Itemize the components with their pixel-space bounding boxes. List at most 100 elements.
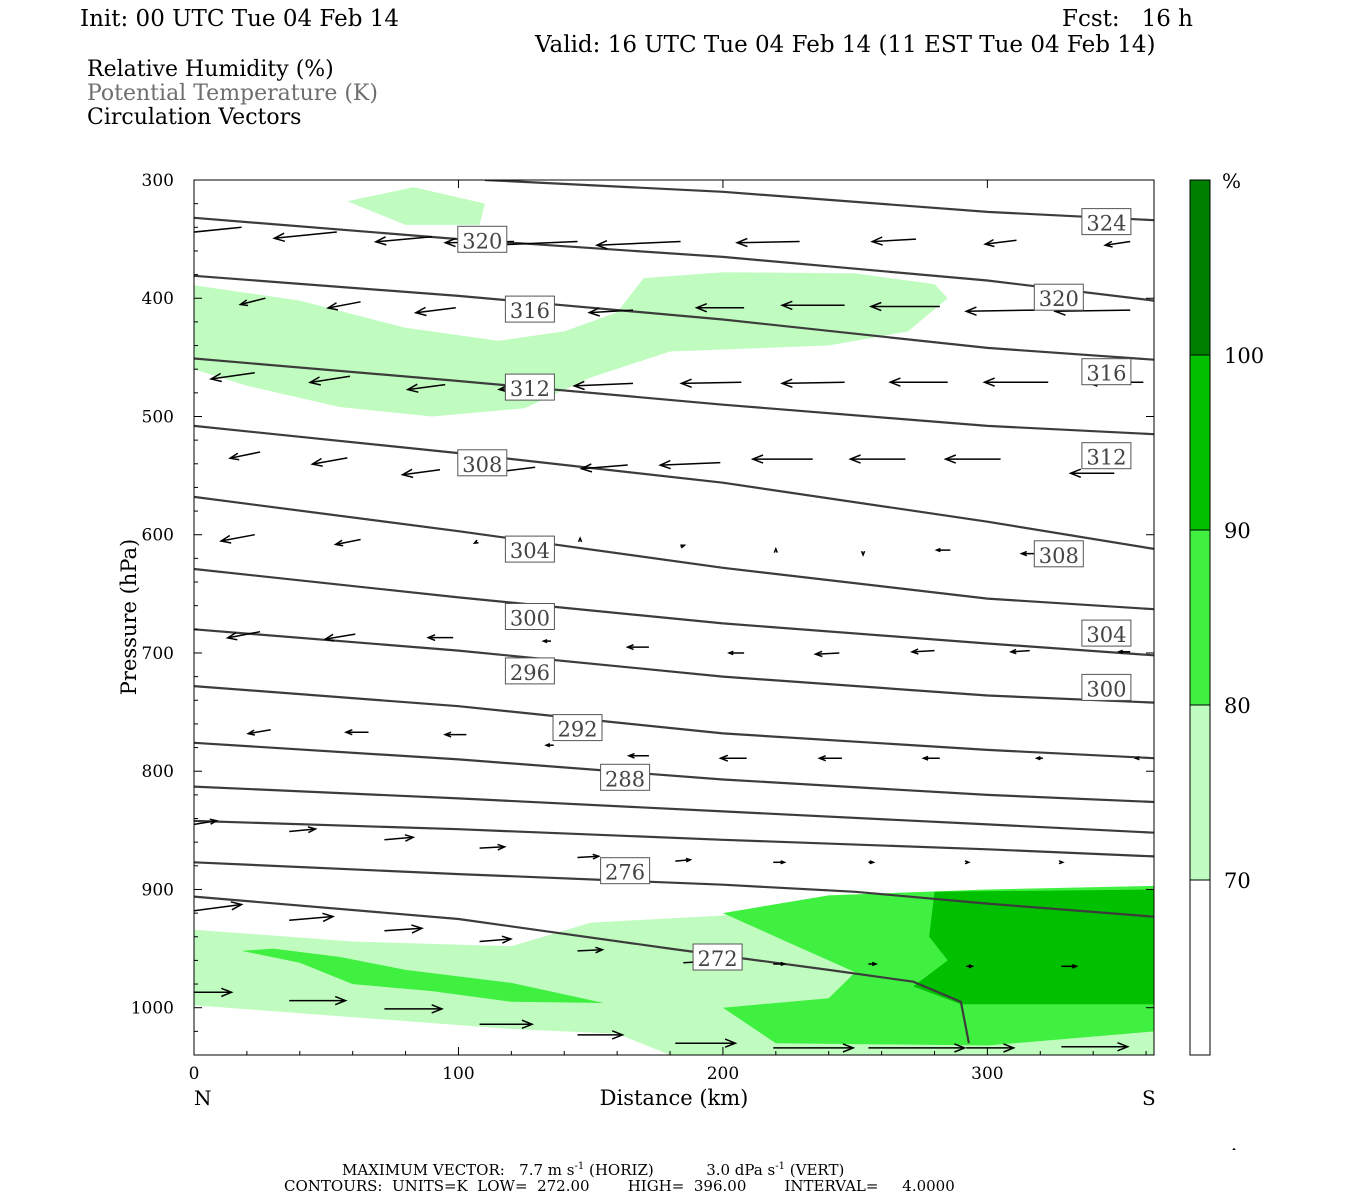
x-tick-label-100: 100 (442, 1064, 474, 1084)
theta-contour-296 (194, 628, 1154, 704)
contour-label-layer: 272 276 288 292 296 300 300 304 304 308 308 312 312 3… (457, 208, 1132, 971)
circulation-vector (384, 1004, 444, 1014)
circulation-vector (219, 533, 255, 544)
vert-exponent: -1 (775, 1161, 785, 1172)
circulation-vector (679, 378, 742, 389)
circulation-vector (1009, 648, 1030, 655)
horiz-exponent: -1 (574, 1161, 585, 1172)
rh-region-70-1 (194, 272, 948, 417)
circulation-vector (1058, 860, 1065, 865)
footer-contour-info: CONTOURS: UNITS=K LOW= 272.00 HIGH= 396.… (284, 1177, 955, 1195)
colorbar-segment (1190, 880, 1210, 1055)
circulation-vector (384, 834, 416, 842)
rh-shading-layer (194, 187, 1154, 1055)
contour-label-box (1033, 283, 1084, 311)
colorbar-segment (1190, 705, 1210, 880)
circulation-vector (194, 226, 242, 233)
circulation-vector (587, 307, 634, 317)
colorbar-label-80: 80 (1224, 694, 1251, 718)
circulation-vector (1034, 756, 1043, 761)
circulation-vector (966, 1043, 1016, 1053)
contour-label-box (1081, 358, 1132, 386)
circulation-vector (964, 306, 1036, 316)
circulation-vector (326, 301, 361, 311)
circulation-vector (1103, 240, 1131, 248)
circulation-vector (443, 731, 467, 738)
circulation-vector (310, 457, 348, 467)
theta-contour-292 (194, 685, 1154, 760)
circulation-vector (813, 650, 840, 658)
circulation-vector (780, 378, 845, 389)
forecast-hour-label: Fcst: 16 h (1062, 6, 1193, 32)
colorbar-segment (1190, 180, 1210, 355)
circulation-vector (1061, 964, 1079, 969)
contour-label-296-6a: 296 (510, 661, 550, 685)
circulation-vector (727, 650, 745, 656)
contour-label-box (504, 295, 555, 323)
circulation-vector (773, 1043, 856, 1053)
axis-layer: 300 400 500 600 700 800 900 1000 0 100 200 300 (131, 171, 1154, 1084)
x-tick-label-300: 300 (971, 1064, 1003, 1084)
x-tick-label-200: 200 (707, 1064, 739, 1084)
circulation-vector (594, 240, 681, 250)
contour-label-box (1081, 619, 1132, 647)
contour-label-box (457, 225, 508, 253)
contour-label-316-11a: 316 (510, 299, 550, 323)
colorbar-unit-label: % (1222, 169, 1241, 193)
circulation-vector (888, 377, 948, 387)
circulation-vector (964, 860, 971, 865)
circulation-vector (626, 752, 649, 759)
circulation-vector (943, 454, 1001, 464)
circulation-vector (773, 961, 787, 967)
circulation-vector (246, 729, 271, 736)
y-tick-label-900: 900 (142, 880, 174, 900)
contour-label-box (552, 714, 603, 742)
circulation-vector (966, 964, 975, 969)
contour-label-312-10a: 312 (510, 377, 550, 401)
contour-label-box (504, 373, 555, 401)
circulation-vector (272, 231, 337, 243)
circulation-vector (289, 995, 348, 1006)
colorbar-label-100: 100 (1224, 344, 1264, 368)
circulation-vector (194, 987, 234, 998)
field-label-relative-humidity: Relative Humidity (%) (87, 57, 334, 82)
circulation-vector (658, 459, 721, 470)
theta-contour-unlabeled-3 (194, 785, 1154, 834)
circulation-vector (983, 238, 1017, 248)
circulation-vector (982, 377, 1049, 387)
circulation-vector (868, 961, 878, 967)
theta-contour-308 (194, 424, 1154, 550)
y-tick-label-1000: 1000 (131, 999, 174, 1019)
circulation-vector (625, 644, 649, 651)
circulation-vector (228, 451, 261, 461)
theta-contour-304 (194, 495, 1154, 611)
y-axis-title: Pressure (hPa) (117, 539, 141, 695)
circulation-vector (909, 648, 935, 655)
contour-label-272-0a: 272 (698, 947, 738, 971)
theta-contour-276 (194, 861, 1154, 918)
circulation-vector (1133, 756, 1140, 761)
contour-label-box (1081, 673, 1132, 701)
contour-label-box (1081, 208, 1132, 236)
colorbar: 100 90 80 70 (1189, 179, 1264, 1056)
circulation-vector (343, 729, 369, 736)
circulation-vector (323, 633, 356, 642)
circulation-vector (413, 306, 456, 317)
circulation-vector (572, 380, 634, 391)
circulation-vector (694, 303, 745, 313)
vert-tag: (VERT) (789, 1161, 845, 1179)
contour-label-box (1081, 442, 1132, 470)
circulation-vector (544, 743, 554, 748)
colorbar-segment (1190, 530, 1210, 705)
theta-contour-272 (194, 895, 970, 1044)
contour-label-312-10b: 312 (1086, 446, 1126, 470)
contour-label-box (504, 603, 555, 630)
circulation-vector (868, 1043, 967, 1053)
contour-label-288-4a: 288 (605, 767, 645, 791)
max-vector-label: MAXIMUM VECTOR: (342, 1161, 505, 1179)
circulation-vector (718, 754, 747, 762)
contour-label-304-8a: 304 (510, 539, 550, 563)
circulation-vector (675, 857, 693, 863)
y-tick-label-500: 500 (142, 407, 174, 427)
rh-region-80-3 (241, 948, 604, 1003)
